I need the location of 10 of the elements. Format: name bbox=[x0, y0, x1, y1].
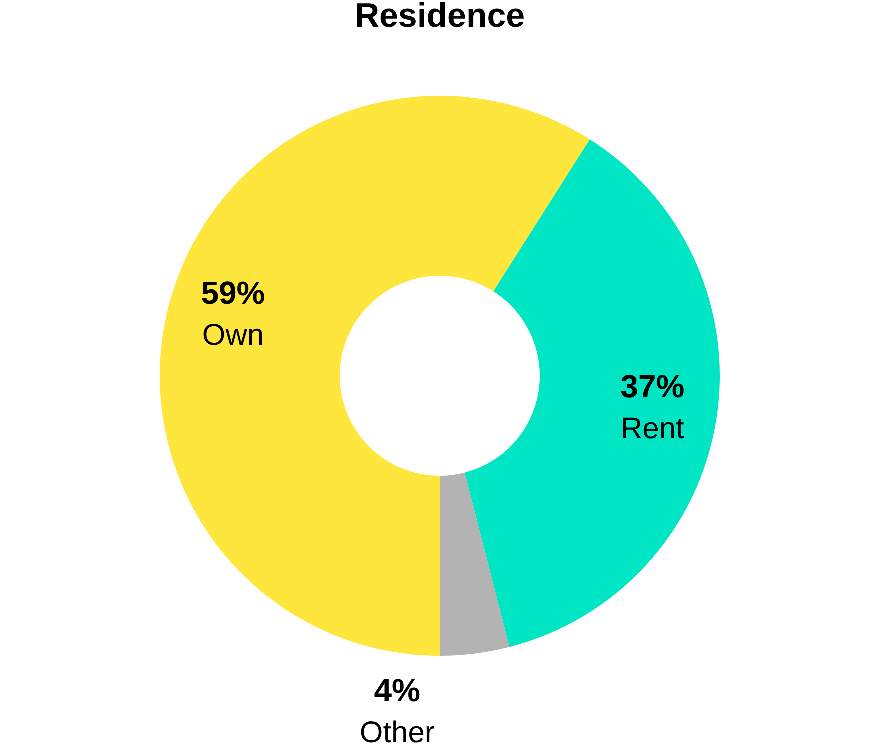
donut-slice bbox=[440, 472, 510, 656]
slice-label: Other bbox=[360, 716, 435, 750]
donut-slice bbox=[160, 96, 590, 656]
data-label: 4% bbox=[374, 672, 421, 708]
chart-title: Residence bbox=[354, 0, 526, 35]
donut-slice bbox=[464, 140, 720, 648]
slice-label: Rent bbox=[620, 412, 686, 446]
data-label: 37% bbox=[620, 368, 685, 405]
data-label: 59% bbox=[201, 274, 266, 311]
slice-label: Own bbox=[202, 318, 264, 352]
